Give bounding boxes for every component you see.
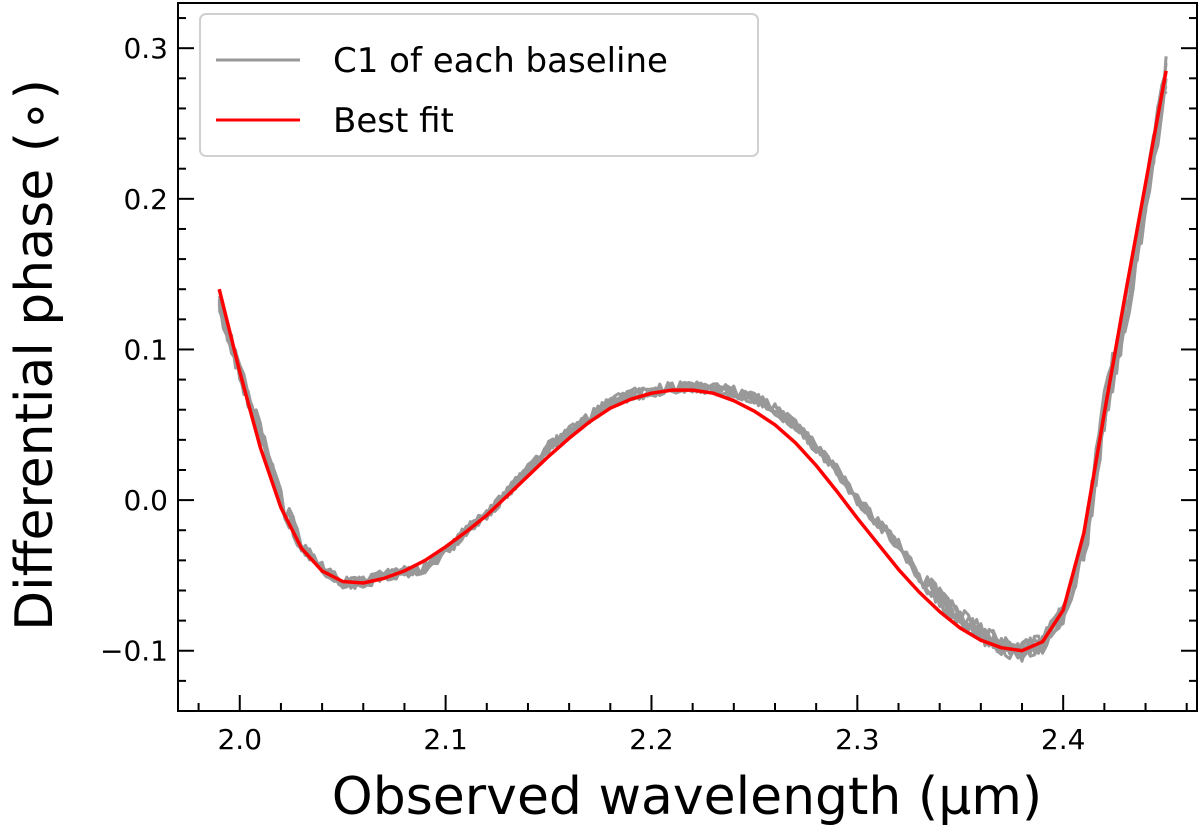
baseline-series-line [217,56,1168,657]
x-tick-label: 2.2 [629,723,674,756]
legend: C1 of each baseline Best fit [199,13,759,157]
baseline-series-line [217,85,1168,656]
x-axis-title: Observed wavelength (μm) [332,767,1042,827]
x-tick-label: 2.4 [1041,723,1086,756]
y-axis-title: Differential phase (∘) [5,79,65,631]
best-fit-line [217,70,1168,653]
series-layer [217,56,1168,663]
y-tick-label: 0.3 [123,32,168,65]
legend-label-baselines: C1 of each baseline [333,41,668,81]
y-tick-label: 0.1 [123,333,168,366]
baseline-series-line [217,70,1168,660]
plot-frame [177,2,1198,712]
y-tick-label: −0.1 [100,635,168,668]
y-tick-label: 0.0 [123,484,168,517]
baseline-series-line [217,82,1168,659]
baseline-series-line [217,78,1168,663]
x-tick-label: 2.0 [217,723,262,756]
legend-label-best-fit: Best fit [333,101,454,141]
ticks-layer: 2.0 2.1 2.2 2.3 2.4 −0.1 0.0 0.1 0.2 0.3 [100,17,1197,756]
x-tick-label: 2.1 [423,723,468,756]
x-tick-label: 2.3 [835,723,880,756]
y-tick-label: 0.2 [123,183,168,216]
legend-box [199,13,759,157]
